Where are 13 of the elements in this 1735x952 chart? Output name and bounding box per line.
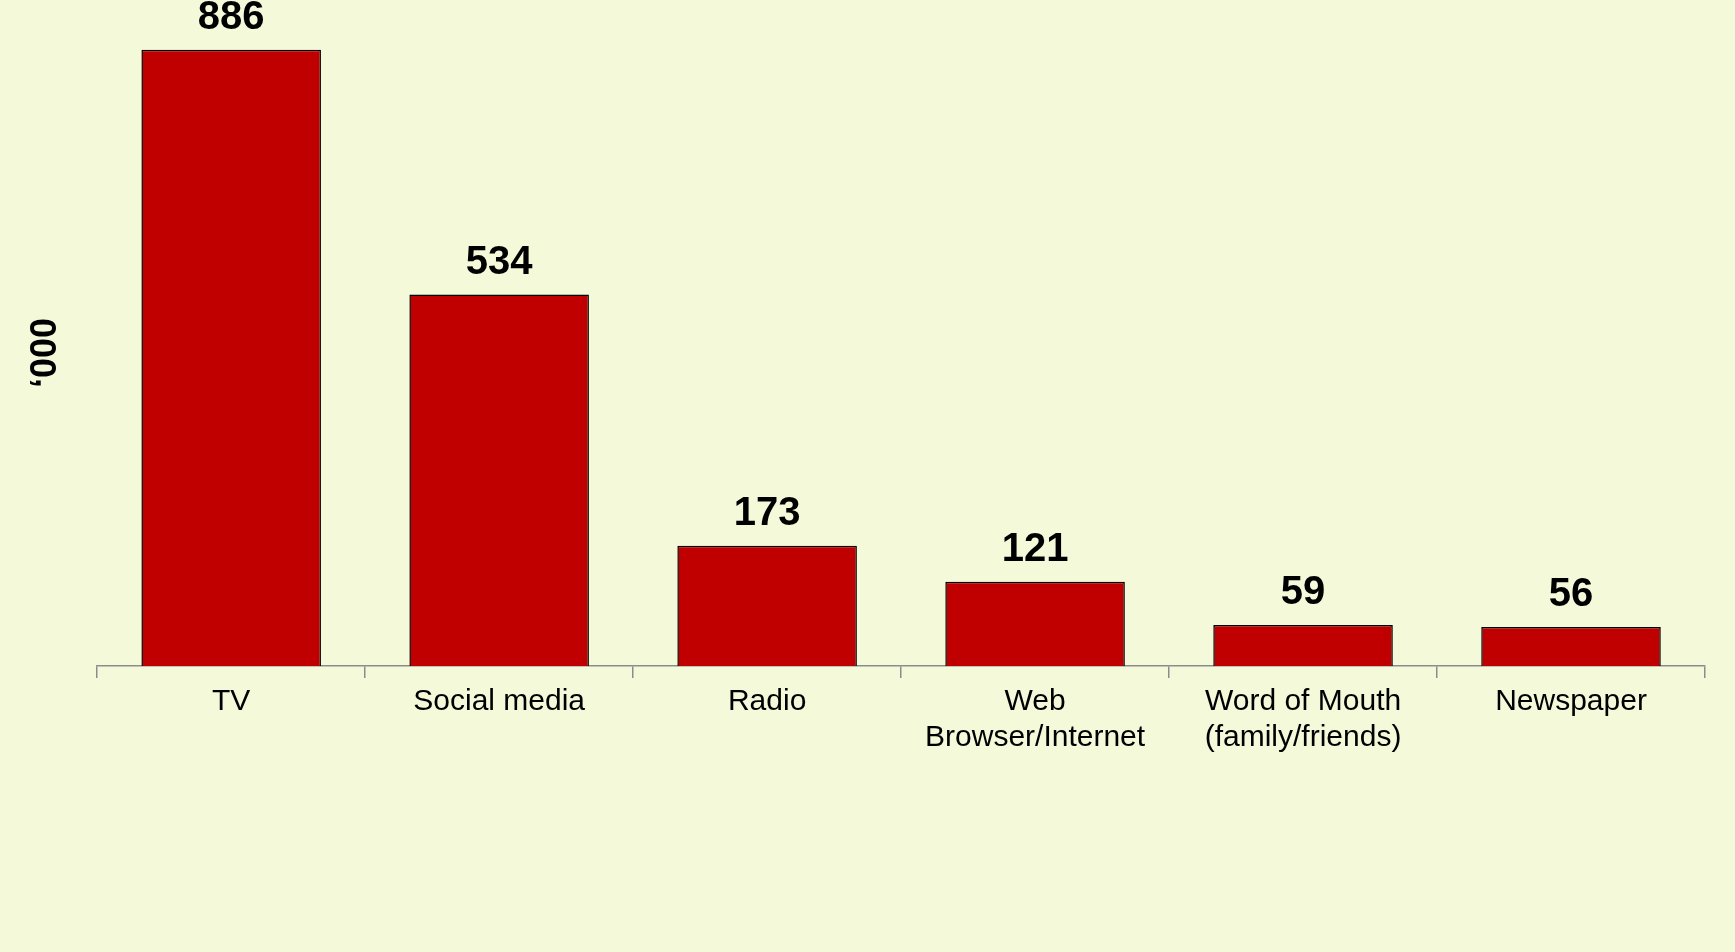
x-tick-label: TV bbox=[212, 683, 251, 717]
x-tick-label: Social media bbox=[413, 683, 586, 717]
data-label: 886 bbox=[197, 0, 265, 37]
data-label: 59 bbox=[1280, 567, 1326, 612]
x-tick-label: Web Browser/Internet bbox=[925, 683, 1146, 753]
data-label: 56 bbox=[1548, 570, 1594, 615]
data-label: 121 bbox=[1001, 524, 1069, 569]
data-label: 534 bbox=[465, 237, 534, 282]
y-axis-title: ‘000 bbox=[22, 317, 64, 389]
data-label: 173 bbox=[733, 488, 801, 533]
x-tick-label: Radio bbox=[727, 683, 807, 717]
x-tick-label: Word of Mouth (family/friends) bbox=[1204, 683, 1402, 753]
x-tick-label: Newspaper bbox=[1495, 683, 1647, 717]
